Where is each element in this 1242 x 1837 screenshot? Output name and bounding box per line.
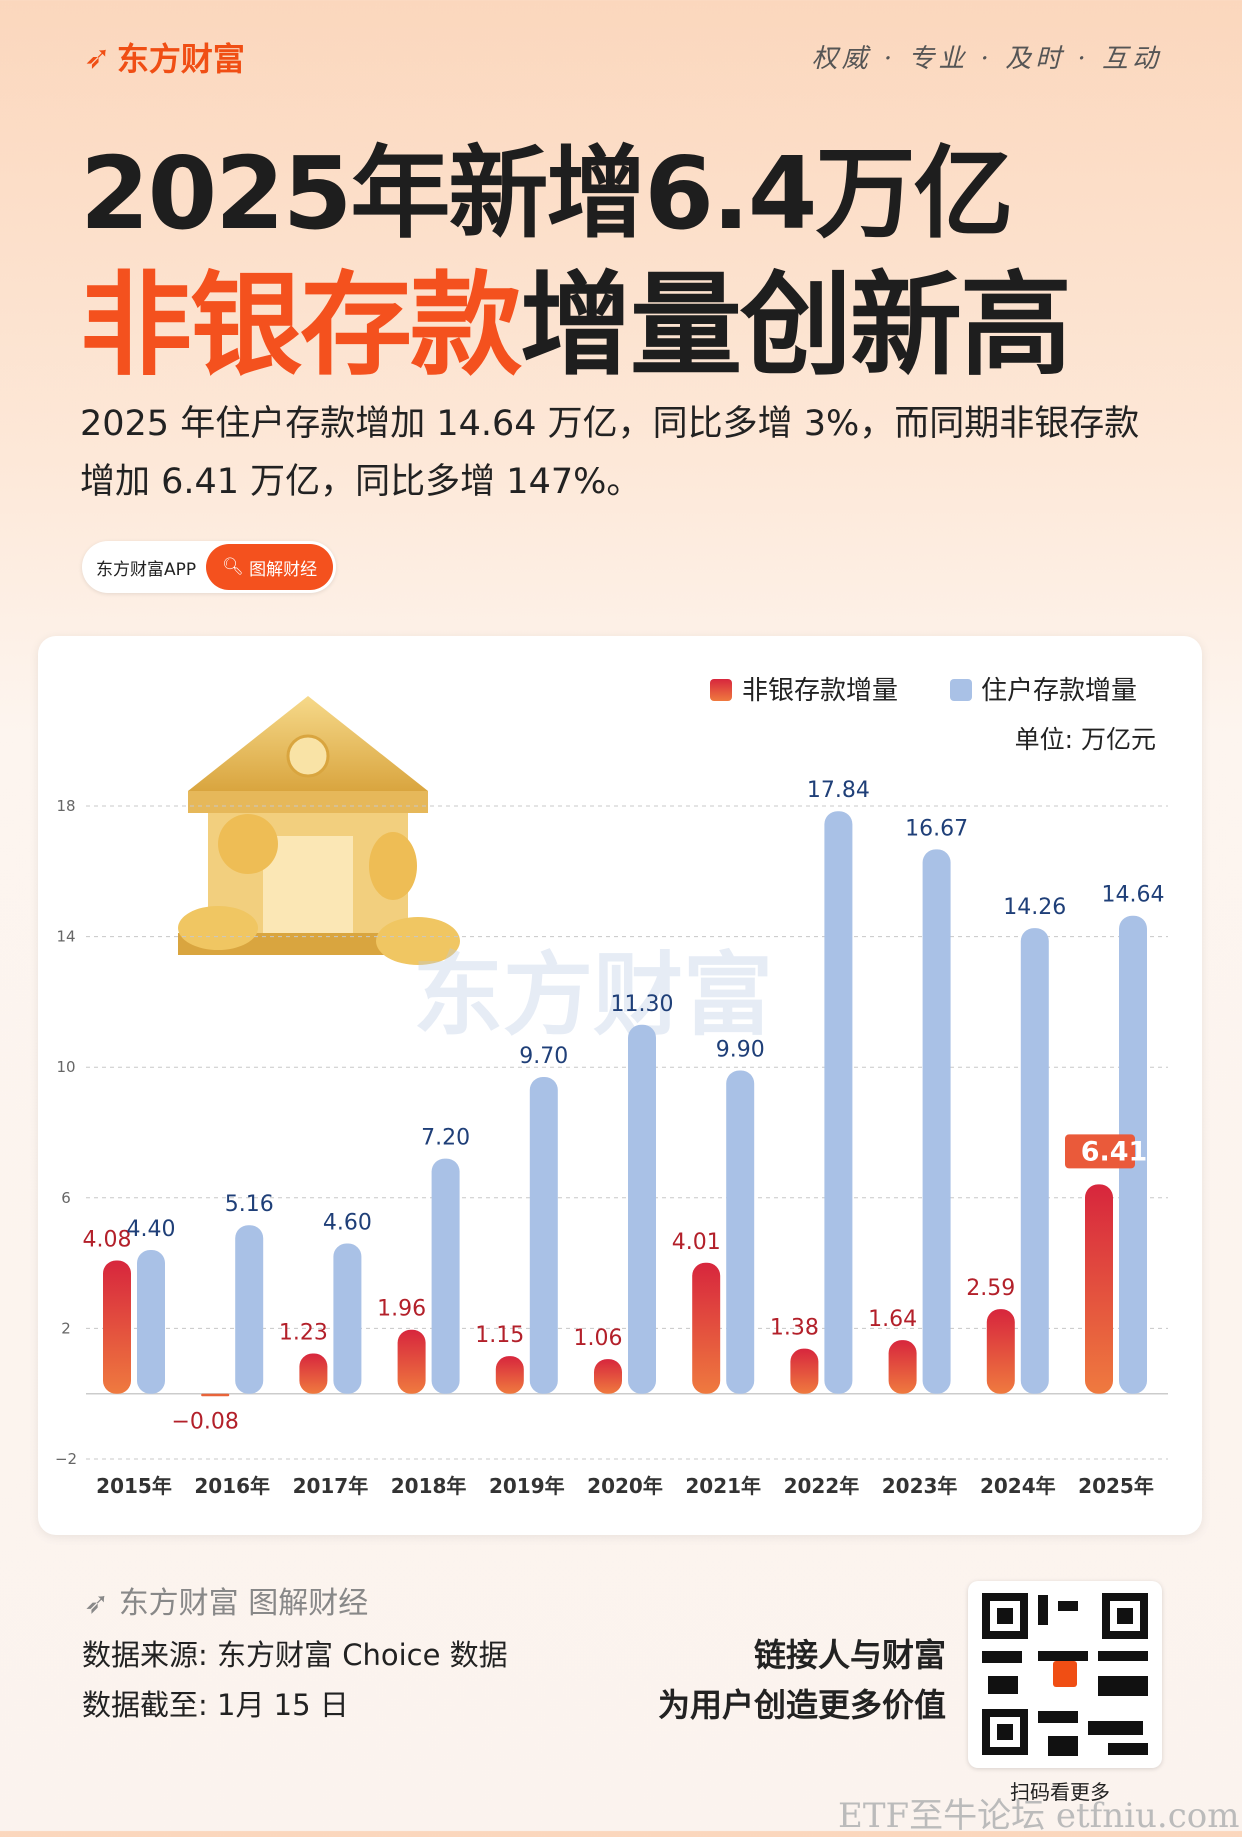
- data-date: 数据截至: 1月 15 日: [82, 1688, 349, 1722]
- y-tick-label: 10: [56, 1058, 75, 1076]
- data-label-household: 14.64: [1102, 883, 1165, 908]
- data-label-household: 7.20: [421, 1126, 470, 1151]
- data-label-nonbank: 4.01: [672, 1230, 721, 1255]
- data-label-nonbank: −0.08: [171, 1410, 238, 1435]
- bar-household: [628, 1024, 656, 1394]
- bar-nonbank: [397, 1329, 426, 1394]
- tagline-1: 链接人与财富: [753, 1636, 946, 1674]
- bar-nonbank: [495, 1356, 524, 1394]
- data-label-household: 9.90: [716, 1037, 765, 1062]
- bar-nonbank: [692, 1262, 721, 1394]
- bank-illustration: [178, 696, 460, 965]
- data-label-household: 14.26: [1003, 895, 1066, 920]
- data-label-household: 5.16: [225, 1192, 274, 1217]
- data-label-household: 16.67: [905, 816, 968, 841]
- data-label-household: 4.60: [323, 1211, 372, 1236]
- bar-household: [137, 1250, 165, 1394]
- x-tick-label: 2025年: [1078, 1474, 1154, 1498]
- x-tick-label: 2017年: [293, 1474, 369, 1498]
- chart: 东方财富 −2 2 6 10 14 18 4.084.40 2015年 −0.08 5.16 20…: [55, 676, 1168, 1498]
- headline-highlight: 非银存款: [80, 261, 522, 391]
- legend-label-nonbank: 非银存款增量: [742, 676, 898, 706]
- y-tick-label: 2: [61, 1319, 71, 1337]
- data-label-nonbank: 4.08: [83, 1227, 132, 1252]
- x-tick-label: 2015年: [96, 1474, 172, 1498]
- bar-nonbank: [299, 1353, 328, 1394]
- y-tick-label: 14: [56, 928, 75, 946]
- data-label-household: 4.40: [127, 1217, 176, 1242]
- footer-logo-icon: ➶: [84, 1586, 119, 1621]
- app-name: 东方财富APP: [96, 559, 197, 580]
- search-button[interactable]: 🔍︎ 图解财经: [206, 544, 334, 590]
- bar-household: [922, 849, 951, 1394]
- x-tick-label: 2024年: [980, 1474, 1056, 1498]
- x-tick-label: 2016年: [194, 1474, 270, 1498]
- search-label: 图解财经: [249, 559, 318, 580]
- headline-line1: 2025年新增6.4万亿: [80, 135, 1013, 252]
- bar-household: [726, 1070, 755, 1394]
- x-tick-label: 2019年: [489, 1474, 565, 1498]
- brand-logo: ➶ 东方财富: [84, 34, 245, 80]
- bar-household: [529, 1076, 558, 1394]
- x-tick-label: 2020年: [587, 1474, 663, 1498]
- data-label-nonbank: 1.64: [868, 1307, 917, 1332]
- x-tick-label: 2022年: [784, 1474, 860, 1498]
- footer-brand-text: 东方财富 图解财经: [118, 1586, 369, 1621]
- data-label-nonbank: 1.06: [574, 1326, 623, 1351]
- headline-line2: 非银存款增量创新高: [80, 235, 1072, 397]
- search-icon: 🔍︎: [222, 557, 250, 577]
- tagline-2: 为用户创造更多价值: [657, 1686, 946, 1724]
- unit-label: 单位: 万亿元: [1015, 725, 1156, 754]
- qr-code[interactable]: [968, 1581, 1162, 1768]
- bar-household: [824, 811, 853, 1394]
- data-label-nonbank: 2.59: [966, 1276, 1015, 1301]
- bar-nonbank: [594, 1359, 622, 1394]
- bar-household: [1020, 928, 1049, 1394]
- bar-household: [333, 1243, 362, 1394]
- data-label-household: 9.70: [519, 1044, 568, 1069]
- y-tick-label: 6: [61, 1189, 71, 1207]
- bar-nonbank: [888, 1340, 917, 1394]
- search-pill[interactable]: 东方财富APP 🔍︎ 图解财经: [82, 541, 337, 593]
- legend: 非银存款增量 住户存款增量 单位: 万亿元: [710, 676, 1156, 754]
- legend-label-household: 住户存款增量: [981, 676, 1137, 706]
- data-label-nonbank: 1.38: [770, 1316, 819, 1341]
- bar-nonbank: [986, 1309, 1015, 1394]
- brand-name: 东方财富: [116, 40, 245, 78]
- bar-household: [235, 1225, 264, 1394]
- bar-nonbank: [790, 1348, 819, 1394]
- footer-brand: ➶ 东方财富 图解财经: [84, 1578, 368, 1622]
- bar-nonbank: [1085, 1184, 1113, 1394]
- qr-caption: 扫码看更多: [1010, 1780, 1110, 1804]
- slogan: 权威 · 专业 · 及时 · 互动: [811, 44, 1162, 74]
- x-tick-label: 2018年: [391, 1474, 467, 1498]
- legend-swatch-nonbank: [710, 679, 732, 701]
- bar-household: [431, 1158, 460, 1394]
- y-tick-label: −2: [55, 1450, 77, 1468]
- bar-nonbank: [103, 1260, 131, 1394]
- logo-icon: ➶: [84, 38, 111, 76]
- site-watermark: ETF至牛论坛 etfniu.com: [838, 1796, 1240, 1836]
- chart-watermark: 东方财富: [413, 943, 773, 1048]
- data-label-nonbank: 1.23: [279, 1321, 328, 1346]
- bar-nonbank: [201, 1393, 230, 1397]
- data-label-nonbank: 1.96: [377, 1297, 426, 1322]
- qr-pattern-icon: [982, 1593, 1148, 1756]
- subtitle: 2025 年住户存款增加 14.64 万亿，同比多增 3%，而同期非银存款增加 …: [80, 404, 1140, 502]
- x-tick-label: 2021年: [685, 1474, 761, 1498]
- data-source: 数据来源: 东方财富 Choice 数据: [82, 1638, 508, 1672]
- data-label-household: 11.30: [611, 992, 674, 1017]
- legend-swatch-household: [950, 679, 972, 701]
- y-tick-label: 18: [56, 797, 75, 815]
- data-label-household: 17.84: [807, 778, 870, 803]
- data-label-nonbank: 1.15: [475, 1323, 524, 1348]
- data-label-nonbank: 6.41: [1081, 1136, 1148, 1167]
- highlight-label-box: [1065, 1134, 1135, 1169]
- headline-rest: 增量创新高: [520, 261, 1072, 391]
- x-tick-label: 2023年: [882, 1474, 958, 1498]
